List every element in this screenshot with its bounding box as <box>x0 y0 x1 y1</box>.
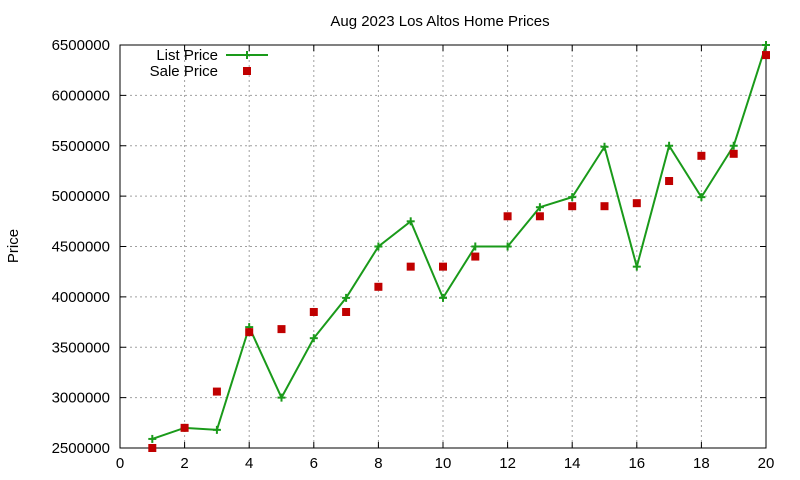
y-tick-label: 3500000 <box>52 339 110 356</box>
list-price-line <box>151 44 767 440</box>
legend-square-marker <box>243 67 251 75</box>
sale-price-point <box>471 252 480 261</box>
list-price-point <box>600 142 609 151</box>
y-tick-label: 3000000 <box>52 390 110 407</box>
sale-price-point <box>600 202 609 211</box>
list-price-point <box>632 262 641 271</box>
series-sale-price <box>148 51 770 452</box>
sale-price-point <box>632 199 641 208</box>
y-tick-label: 2500000 <box>52 440 110 457</box>
x-tick-label: 16 <box>628 455 645 472</box>
series-layer <box>148 41 770 452</box>
x-tick-label: 10 <box>435 455 452 472</box>
sale-price-point <box>568 202 577 211</box>
list-price-point <box>729 141 738 150</box>
y-tick-label: 4500000 <box>52 239 110 256</box>
y-tick-label: 4000000 <box>52 289 110 306</box>
list-price-point <box>535 203 544 212</box>
x-tick-label: 14 <box>564 455 581 472</box>
x-tick-label: 8 <box>374 455 382 472</box>
x-tick-label: 2 <box>180 455 188 472</box>
y-tick-label: 6000000 <box>52 87 110 104</box>
legend-label: Sale Price <box>150 63 218 80</box>
grid <box>120 45 766 448</box>
sale-price-point <box>729 149 738 158</box>
x-tick-label: 4 <box>245 455 253 472</box>
sale-price-point <box>342 307 351 316</box>
list-price-point <box>212 425 221 434</box>
list-price-point <box>568 193 577 202</box>
sale-price-point <box>439 262 447 271</box>
sale-price-point <box>277 325 286 334</box>
sale-price-point <box>180 423 189 432</box>
x-tick-label: 0 <box>116 455 124 472</box>
list-price-point <box>148 434 157 443</box>
chart-title: Aug 2023 Los Altos Home Prices <box>330 13 549 30</box>
list-price-point <box>471 242 480 251</box>
sale-price-point <box>665 177 674 186</box>
list-price-point <box>277 393 286 402</box>
sale-price-point <box>309 307 318 316</box>
y-tick-label: 5000000 <box>52 188 110 205</box>
list-price-point <box>406 217 415 226</box>
list-price-point <box>309 334 318 343</box>
sale-price-point <box>535 212 544 221</box>
sale-price-point <box>406 262 415 271</box>
sale-price-point <box>245 328 254 337</box>
sale-price-point <box>697 151 706 160</box>
sale-price-point <box>212 387 221 396</box>
list-price-point <box>697 193 706 202</box>
y-tick-label: 6500000 <box>52 37 110 54</box>
list-price-point <box>342 293 351 302</box>
series-list-price <box>148 41 770 443</box>
sale-price-point <box>148 444 157 452</box>
list-price-point <box>503 242 512 251</box>
legend-plus-marker <box>243 51 251 59</box>
sale-price-point <box>762 51 770 60</box>
list-price-point <box>665 141 674 150</box>
x-tick-label: 6 <box>310 455 318 472</box>
sale-price-point <box>503 212 512 221</box>
x-tick-label: 20 <box>758 455 775 472</box>
list-price-point <box>439 293 447 302</box>
list-price-point <box>374 242 383 251</box>
y-axis-label: Price <box>5 229 22 263</box>
x-tick-label: 18 <box>693 455 710 472</box>
list-price-point <box>762 41 770 49</box>
legend-label: List Price <box>156 47 218 64</box>
axis-ticks: 0 2 4 6 8 10 12 14 16 18 20 2500000 3000000 3500000 40… <box>52 37 775 472</box>
x-tick-label: 12 <box>499 455 516 472</box>
y-tick-label: 5500000 <box>52 138 110 155</box>
sale-price-point <box>374 282 383 291</box>
